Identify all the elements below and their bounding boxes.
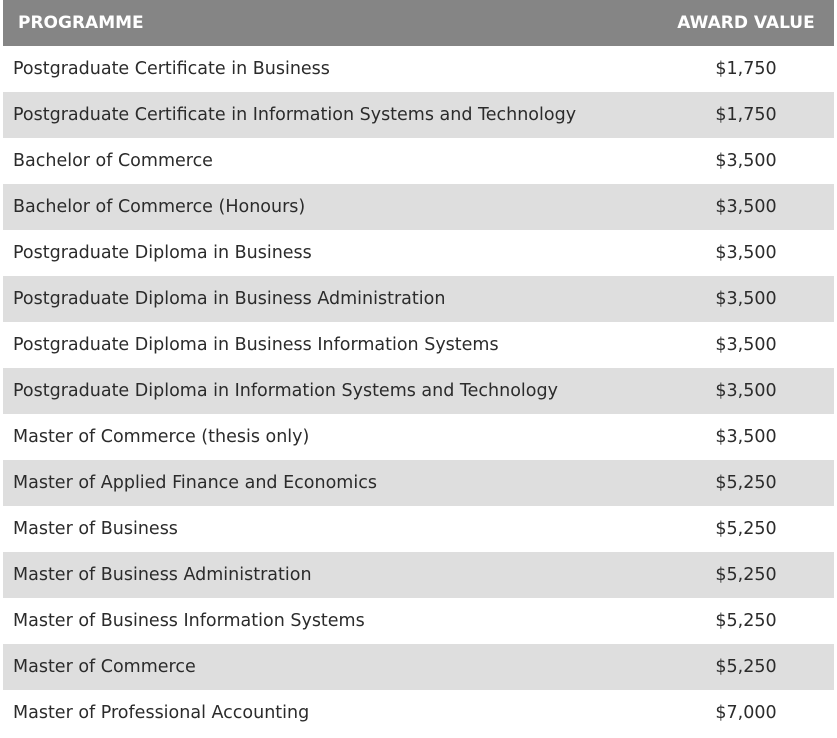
award-value-cell: $3,500 xyxy=(715,335,777,355)
programme-cell: Postgraduate Diploma in Business xyxy=(13,243,312,263)
table-row: Master of Professional Accounting $7,000 xyxy=(3,690,834,736)
programme-cell: Master of Commerce xyxy=(13,657,196,677)
award-value-cell: $3,500 xyxy=(715,151,777,171)
table-row: Postgraduate Diploma in Business Informa… xyxy=(3,322,834,368)
programme-cell: Master of Business Information Systems xyxy=(13,611,365,631)
table-row: Master of Applied Finance and Economics … xyxy=(3,460,834,506)
table-row: Master of Commerce $5,250 xyxy=(3,644,834,690)
programme-cell: Bachelor of Commerce xyxy=(13,151,213,171)
award-value-cell: $5,250 xyxy=(715,473,777,493)
programme-cell: Bachelor of Commerce (Honours) xyxy=(13,197,306,217)
award-value-cell: $5,250 xyxy=(715,565,777,585)
table-row: Bachelor of Commerce $3,500 xyxy=(3,138,834,184)
programme-cell: Postgraduate Diploma in Business Informa… xyxy=(13,335,499,355)
award-value-cell: $3,500 xyxy=(715,381,777,401)
table-row: Postgraduate Diploma in Business $3,500 xyxy=(3,230,834,276)
table-row: Postgraduate Diploma in Business Adminis… xyxy=(3,276,834,322)
programme-cell: Postgraduate Certificate in Business xyxy=(13,59,330,79)
programme-cell: Postgraduate Diploma in Information Syst… xyxy=(13,381,558,401)
award-table-container: PROGRAMME AWARD VALUE Postgraduate Certi… xyxy=(3,0,834,736)
table-row: Master of Business Administration $5,250 xyxy=(3,552,834,598)
award-value-cell: $3,500 xyxy=(715,243,777,263)
table-row: Bachelor of Commerce (Honours) $3,500 xyxy=(3,184,834,230)
award-value-cell: $3,500 xyxy=(715,197,777,217)
programme-cell: Master of Business Administration xyxy=(13,565,312,585)
programme-cell: Master of Commerce (thesis only) xyxy=(13,427,310,447)
programme-cell: Postgraduate Certificate in Information … xyxy=(13,105,577,125)
table-row: Master of Commerce (thesis only) $3,500 xyxy=(3,414,834,460)
award-value-cell: $5,250 xyxy=(715,519,777,539)
programme-cell: Master of Applied Finance and Economics xyxy=(13,473,377,493)
table-row: Postgraduate Certificate in Business $1,… xyxy=(3,46,834,92)
column-header-programme: PROGRAMME xyxy=(18,13,144,33)
award-value-cell: $1,750 xyxy=(715,59,777,79)
award-value-cell: $3,500 xyxy=(715,289,777,309)
award-value-cell: $5,250 xyxy=(715,657,777,677)
programme-cell: Master of Professional Accounting xyxy=(13,703,310,723)
award-value-cell: $3,500 xyxy=(715,427,777,447)
table-row: Postgraduate Certificate in Information … xyxy=(3,92,834,138)
programme-cell: Postgraduate Diploma in Business Adminis… xyxy=(13,289,446,309)
award-value-cell: $5,250 xyxy=(715,611,777,631)
header-row: PROGRAMME AWARD VALUE xyxy=(3,0,834,46)
table-header: PROGRAMME AWARD VALUE xyxy=(3,0,834,46)
table-body: Postgraduate Certificate in Business $1,… xyxy=(3,46,834,736)
table-row: Master of Business $5,250 xyxy=(3,506,834,552)
table-row: Postgraduate Diploma in Information Syst… xyxy=(3,368,834,414)
programme-cell: Master of Business xyxy=(13,519,178,539)
award-value-cell: $7,000 xyxy=(715,703,777,723)
award-value-cell: $1,750 xyxy=(715,105,777,125)
column-header-award-value: AWARD VALUE xyxy=(677,13,815,33)
table-row: Master of Business Information Systems $… xyxy=(3,598,834,644)
award-table: PROGRAMME AWARD VALUE Postgraduate Certi… xyxy=(3,0,834,736)
